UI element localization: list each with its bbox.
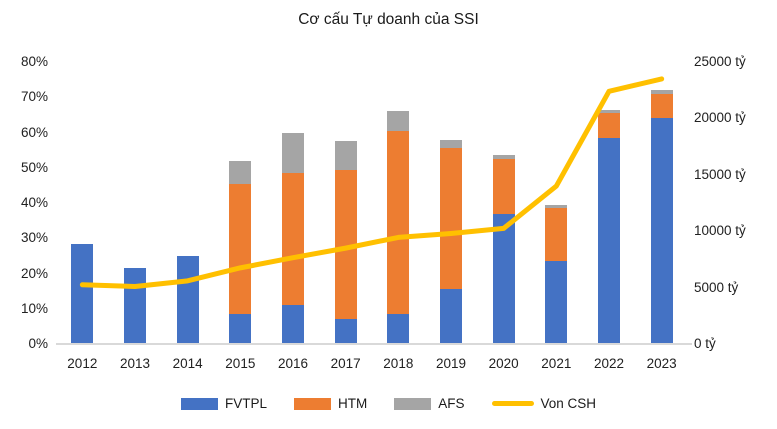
legend-item-von-csh: Von CSH <box>491 396 597 411</box>
y-left-tick-label: 20% <box>20 265 48 281</box>
bar-segment-fvtpl-2014 <box>176 255 199 344</box>
legend-label: Von CSH <box>540 396 597 411</box>
y-left-tick-label: 80% <box>20 54 48 69</box>
bar-segment-htm-2019 <box>440 148 462 290</box>
y-right-tick-label: 20000 tỷ <box>694 110 746 126</box>
y-left-tick-label: 0% <box>28 336 48 351</box>
y-left-tick-label: 10% <box>20 300 48 316</box>
bar-segment-htm-2018 <box>387 130 410 315</box>
bar-segment-afs-2016 <box>282 132 304 174</box>
y-left-tick-label: 50% <box>20 159 48 175</box>
bar-segment-fvtpl-2019 <box>440 289 462 344</box>
bar-segment-afs-2023 <box>650 90 673 94</box>
bar-segment-htm-2021 <box>545 208 568 262</box>
y-left-tick-label: 60% <box>20 124 48 140</box>
bar-segment-afs-2017 <box>334 141 357 170</box>
y-right-tick-label: 15000 tỷ <box>694 166 746 182</box>
legend-swatch-htm-icon <box>293 397 331 410</box>
bar-segment-htm-2016 <box>282 173 304 306</box>
bar-segment-fvtpl-2017 <box>334 319 357 344</box>
y-right-tick-label: 10000 tỷ <box>694 223 746 239</box>
x-axis-label: 2014 <box>172 356 203 371</box>
legend-item-htm: HTM <box>293 396 368 411</box>
x-axis-label: 2023 <box>646 356 677 371</box>
bar-segment-htm-2023 <box>650 93 673 119</box>
bar-segment-afs-2015 <box>229 160 252 184</box>
y-left-tick-label: 40% <box>20 195 48 210</box>
x-axis-label: 2016 <box>277 356 309 371</box>
bar-segment-fvtpl-2013 <box>124 268 146 344</box>
legend-item-afs: AFS <box>394 396 465 411</box>
y-right-tick-label: 25000 tỷ <box>694 54 746 69</box>
bar-segment-fvtpl-2023 <box>650 118 673 344</box>
bar-segment-fvtpl-2012 <box>71 243 94 344</box>
chart-title: Cơ cấu Tự doanh của SSI <box>298 11 479 28</box>
legend-swatch-afs-icon <box>394 397 432 410</box>
y-right-tick-label: 5000 tỷ <box>694 279 739 295</box>
x-axis-label: 2019 <box>435 356 467 371</box>
legend-swatch-fvtpl-icon <box>180 397 218 410</box>
legend-swatch-von-csh-icon <box>491 401 534 406</box>
legend-label: FVTPL <box>224 396 267 411</box>
bar-segment-afs-2019 <box>440 139 462 149</box>
x-axis-label: 2017 <box>330 356 361 371</box>
y-left-tick-label: 70% <box>20 89 48 105</box>
x-axis-label: 2022 <box>593 356 625 371</box>
von-csh-line <box>79 76 665 289</box>
y-left-tick-label: 30% <box>20 230 48 246</box>
bar-segment-htm-2015 <box>229 183 252 315</box>
legend: FVTPL HTM AFS Von CSH <box>0 396 777 411</box>
legend-label: AFS <box>438 396 465 411</box>
bar-segment-fvtpl-2022 <box>598 137 620 344</box>
legend-item-fvtpl: FVTPL <box>180 396 267 411</box>
x-axis-label: 2020 <box>488 356 519 371</box>
x-axis-line <box>56 343 692 345</box>
bar-segment-afs-2022 <box>598 109 620 114</box>
bar-segment-fvtpl-2020 <box>492 213 515 344</box>
bar-segment-fvtpl-2015 <box>229 314 252 344</box>
bar-segment-htm-2022 <box>598 113 620 138</box>
x-axis-label: 2015 <box>225 356 256 371</box>
bar-segment-fvtpl-2018 <box>387 314 410 344</box>
x-axis-label: 2021 <box>541 356 572 371</box>
x-axis-label: 2012 <box>67 356 98 371</box>
x-axis-label: 2013 <box>119 356 151 371</box>
y-right-tick-label: 0 tỷ <box>694 336 716 351</box>
bar-segment-fvtpl-2016 <box>282 305 304 344</box>
bar-segment-afs-2021 <box>545 204 568 209</box>
x-axis-label: 2018 <box>383 356 414 371</box>
bar-segment-afs-2018 <box>387 111 410 131</box>
bar-segment-afs-2020 <box>492 155 515 159</box>
bar-segment-fvtpl-2021 <box>545 261 568 344</box>
bar-segment-htm-2017 <box>334 169 357 320</box>
legend-label: HTM <box>337 396 368 411</box>
bar-segment-htm-2020 <box>492 158 515 214</box>
